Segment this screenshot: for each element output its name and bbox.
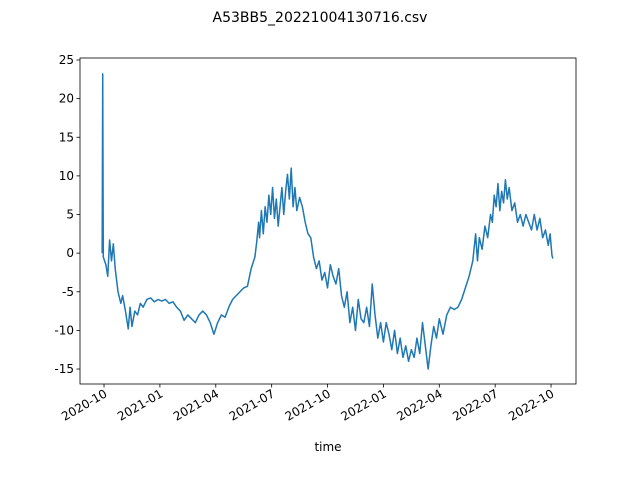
x-tick-label: 2020-10 — [59, 386, 109, 423]
x-tick-label: 2021-04 — [171, 386, 221, 423]
y-tick-label: 10 — [59, 169, 74, 183]
y-tick-label: -10 — [54, 323, 74, 337]
x-tick-label: 2021-01 — [115, 386, 165, 423]
data-line — [101, 73, 554, 370]
chart-title: A53BB5_20221004130716.csv — [213, 10, 428, 26]
x-axis-label: time — [314, 440, 341, 454]
y-tick-label: -15 — [54, 362, 74, 376]
x-tick-label: 2022-04 — [394, 386, 444, 423]
y-tick-label: 0 — [66, 246, 74, 260]
plot-frame — [79, 57, 577, 385]
x-tick-label: 2022-07 — [450, 386, 500, 423]
y-tick-label: 5 — [66, 208, 74, 222]
x-tick-label: 2021-10 — [283, 386, 333, 423]
x-tick-label: 2022-01 — [338, 386, 388, 423]
x-tick-label: 2021-07 — [227, 386, 277, 423]
x-tick-label: 2022-10 — [506, 386, 556, 423]
y-tick-label: 25 — [59, 53, 74, 67]
y-tick-label: 15 — [59, 130, 74, 144]
y-tick-label: 20 — [59, 92, 74, 106]
y-tick-label: -5 — [62, 285, 74, 299]
